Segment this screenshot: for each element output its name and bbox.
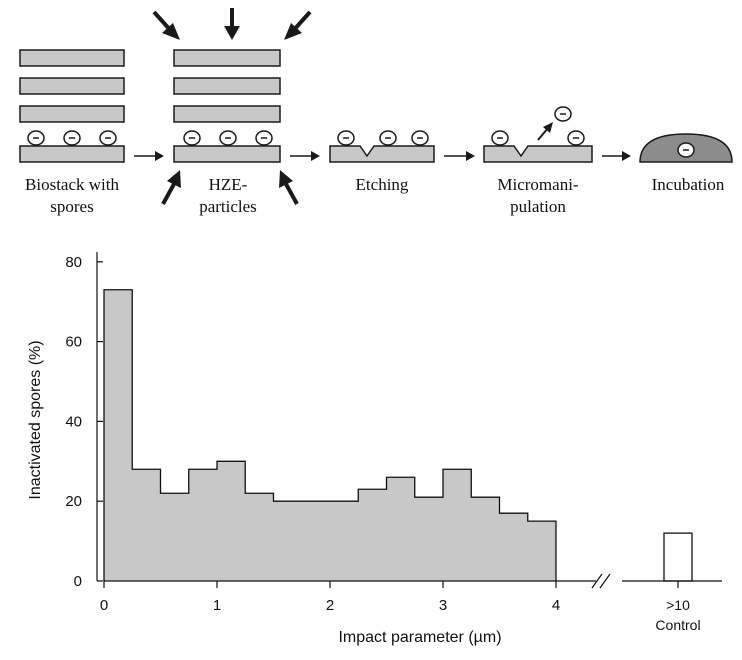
x-axis-label: Impact parameter (µm) (338, 629, 501, 646)
x-tick-labels: 0 1 2 3 4 (100, 597, 560, 614)
spore-icon (27, 130, 45, 146)
detector-layer (19, 49, 125, 67)
histogram-bars (103, 289, 557, 581)
detector-layer (19, 105, 125, 123)
x-tick-label: 1 (213, 597, 221, 614)
step-etching (329, 130, 435, 163)
spore-icon (491, 130, 509, 146)
axes (96, 252, 722, 589)
step-label-line2: pulation (510, 197, 566, 216)
process-diagram (19, 8, 733, 205)
y-tick-label: 60 (65, 334, 82, 351)
flow-arrow-icon (290, 151, 320, 161)
x-tick-label: 2 (326, 597, 334, 614)
spore-icon (379, 130, 397, 146)
x-tick-label: 0 (100, 597, 108, 614)
control-bar-group (663, 532, 693, 582)
histogram: 0 20 40 60 80 0 1 2 3 4 Impact parameter (µm) In… (27, 252, 722, 646)
y-tick-label: 80 (65, 254, 82, 271)
spore-substrate (173, 145, 281, 163)
histogram-outline (103, 289, 557, 581)
spore-icon (63, 130, 81, 146)
y-tick-label: 20 (65, 493, 82, 510)
detector-layer (173, 49, 281, 67)
control-label-line2: Control (655, 617, 700, 633)
spore-icon (219, 130, 237, 146)
particle-arrow-icon (224, 8, 240, 40)
spore-icon (567, 130, 585, 146)
lift-arrow-icon (537, 122, 553, 141)
step-label-line1: Incubation (652, 175, 725, 194)
step-biostack (19, 49, 125, 163)
spore-icon (183, 130, 201, 146)
etched-substrate (483, 145, 593, 163)
step-labels: Biostack with spores HZE- particles Etch… (25, 175, 725, 216)
axis-break-mark (599, 573, 611, 589)
flow-arrow-icon (444, 151, 475, 161)
step-label-line1: Micromani- (497, 175, 579, 194)
axis-break-mark (591, 573, 603, 589)
x-tick-label: 4 (552, 597, 560, 614)
spore-icon (99, 130, 117, 146)
y-tick-labels: 0 20 40 60 80 (65, 254, 82, 590)
spore-icon (677, 142, 695, 158)
y-tick-label: 40 (65, 413, 82, 430)
step-label-line1: HZE- (209, 175, 248, 194)
step-label-line2: spores (50, 197, 93, 216)
particle-arrow-icon (284, 10, 312, 40)
etched-substrate (329, 145, 435, 163)
y-tick-label: 0 (74, 573, 82, 590)
spore-icon (255, 130, 273, 146)
particle-arrow-icon (152, 10, 180, 40)
histogram-fill (104, 289, 556, 581)
particle-arrow-icon (161, 170, 181, 205)
detector-layer (173, 77, 281, 95)
spore-icon (411, 130, 429, 146)
step-label-line1: Etching (356, 175, 409, 194)
lifted-spore-icon (554, 106, 572, 122)
y-axis-label: Inactivated spores (%) (27, 340, 44, 499)
spore-substrate (19, 145, 125, 163)
step-label-line2: particles (199, 197, 257, 216)
detector-layer (173, 105, 281, 123)
step-label-line1: Biostack with (25, 175, 119, 194)
control-bar (663, 532, 693, 582)
step-hze-particles (152, 8, 312, 205)
spore-icon (337, 130, 355, 146)
detector-layer (19, 77, 125, 95)
flow-arrow-icon (602, 151, 631, 161)
step-incubation (639, 133, 733, 163)
flow-arrow-icon (134, 151, 164, 161)
particle-arrow-icon (279, 170, 299, 205)
step-micromanipulation (483, 106, 593, 163)
x-tick-label: 3 (439, 597, 447, 614)
control-label-line1: >10 (666, 597, 690, 613)
